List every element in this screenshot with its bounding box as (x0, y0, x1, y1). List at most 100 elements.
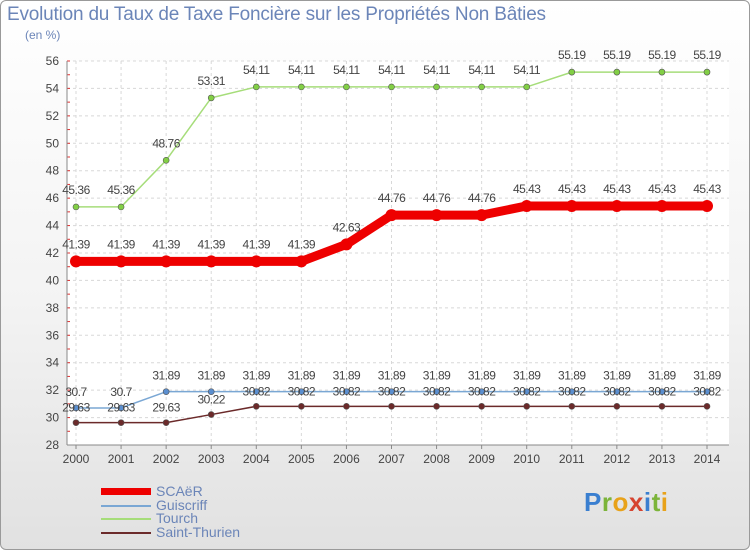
data-point-sca-r (295, 255, 308, 268)
data-point-guiscriff (523, 388, 531, 395)
data-label-saint-thurien: 29.63 (152, 401, 180, 415)
data-label-sca-r: 45.43 (603, 182, 631, 196)
y-tick-label: 44 (46, 219, 60, 233)
unit-label: (en %) (25, 28, 61, 42)
data-label-tourch: 45.36 (62, 183, 90, 197)
x-tick-label: 2003 (198, 452, 225, 466)
data-label-tourch: 54.11 (423, 63, 450, 77)
logo-letter: P (584, 487, 602, 517)
legend-swatch-saint-thurien (101, 531, 151, 534)
data-point-sca-r (340, 238, 353, 251)
data-point-guiscriff (478, 388, 485, 395)
data-point-tourch (703, 68, 711, 76)
data-label-sca-r: 45.43 (558, 182, 586, 196)
data-point-tourch (343, 83, 350, 91)
data-label-guiscriff: 31.89 (243, 369, 271, 383)
data-point-saint-thurien (162, 419, 170, 426)
data-label-saint-thurien: 30.82 (558, 384, 586, 398)
data-point-tourch (252, 83, 260, 91)
data-label-guiscriff: 31.89 (197, 369, 225, 383)
data-label-sca-r: 41.39 (243, 237, 271, 251)
data-label-tourch: 55.19 (558, 48, 586, 62)
chart-title: Evolution du Taux de Taxe Foncière sur l… (7, 4, 546, 25)
data-label-tourch: 55.19 (648, 48, 676, 62)
data-label-guiscriff: 30.7 (110, 385, 132, 399)
data-label-saint-thurien: 29.63 (107, 401, 135, 415)
data-point-guiscriff (658, 388, 666, 395)
data-label-guiscriff: 31.89 (423, 369, 451, 383)
data-point-saint-thurien (298, 403, 305, 410)
data-point-saint-thurien (72, 419, 80, 426)
data-point-sca-r (655, 199, 668, 212)
data-point-guiscriff (433, 388, 440, 395)
x-tick-label: 2006 (333, 452, 360, 466)
data-point-sca-r (385, 209, 398, 222)
data-label-guiscriff: 30.7 (65, 385, 87, 399)
y-tick-label: 38 (46, 301, 60, 315)
data-label-tourch: 54.11 (288, 63, 315, 77)
y-tick-label: 46 (46, 191, 60, 205)
data-point-guiscriff (568, 388, 576, 395)
data-point-saint-thurien (207, 411, 215, 418)
legend-label-guiscriff: Guiscriff (156, 496, 208, 513)
logo-letter: o (612, 487, 629, 517)
x-tick-label: 2010 (513, 452, 540, 466)
logo-letter: i (660, 487, 669, 517)
data-label-tourch: 54.11 (513, 63, 540, 77)
data-point-sca-r (520, 199, 533, 212)
data-point-guiscriff (252, 388, 260, 395)
y-tick-label: 36 (46, 328, 60, 342)
legend-label-saint-thurien: Saint-Thurien (156, 523, 241, 540)
data-label-sca-r: 44.76 (378, 191, 406, 205)
data-point-saint-thurien (478, 403, 485, 410)
y-tick-label: 50 (46, 136, 60, 150)
data-point-saint-thurien (658, 403, 666, 410)
data-point-sca-r (701, 199, 713, 212)
logo-letter: x (628, 487, 644, 517)
data-label-saint-thurien: 30.82 (423, 384, 451, 398)
data-label-guiscriff: 31.89 (603, 369, 631, 383)
x-tick-label: 2007 (378, 452, 405, 466)
y-tick-label: 34 (46, 356, 60, 370)
data-point-sca-r (250, 255, 263, 268)
data-label-tourch: 54.11 (468, 63, 495, 77)
logo-letter: i (643, 487, 652, 517)
y-tick-label: 40 (46, 273, 60, 287)
y-tick-label: 42 (46, 246, 60, 260)
data-label-saint-thurien: 30.22 (197, 393, 225, 407)
data-label-sca-r: 45.43 (513, 182, 541, 196)
y-tick-label: 48 (46, 164, 60, 178)
data-point-saint-thurien (703, 403, 711, 410)
data-label-sca-r: 42.63 (333, 220, 361, 234)
data-label-sca-r: 41.39 (288, 237, 316, 251)
legend-swatch-tourch (101, 518, 151, 520)
data-point-sca-r (475, 209, 488, 222)
data-label-saint-thurien: 30.82 (693, 384, 721, 398)
data-point-tourch (298, 83, 305, 91)
data-point-saint-thurien (613, 403, 621, 410)
line-chart: 28 30 32 34 36 38 40 42 44 46 48 50 52 54 56 2000 2001 20… (46, 48, 729, 466)
legend-swatch-scaer (101, 488, 151, 495)
data-label-tourch: 55.19 (603, 48, 631, 62)
data-label-tourch: 53.31 (197, 74, 225, 88)
data-point-tourch (568, 68, 576, 76)
data-label-saint-thurien: 30.82 (468, 384, 496, 398)
x-tick-label: 2002 (153, 452, 180, 466)
data-label-saint-thurien: 30.82 (288, 384, 316, 398)
data-point-sca-r (160, 255, 173, 268)
data-point-saint-thurien (433, 403, 440, 410)
data-point-tourch (433, 83, 440, 91)
x-tick-label: 2009 (468, 452, 495, 466)
x-tick-label: 2008 (423, 452, 450, 466)
data-point-saint-thurien (117, 419, 125, 426)
legend-label-tourch: Tourch (156, 510, 199, 526)
data-label-saint-thurien: 29.63 (62, 401, 90, 415)
x-tick-label: 2013 (649, 452, 676, 466)
data-point-guiscriff (703, 388, 711, 395)
data-point-tourch (478, 83, 485, 91)
x-tick-label: 2014 (694, 452, 721, 466)
data-label-tourch: 54.11 (333, 63, 360, 77)
data-label-sca-r: 41.39 (197, 237, 225, 251)
data-label-tourch: 48.76 (152, 136, 180, 150)
